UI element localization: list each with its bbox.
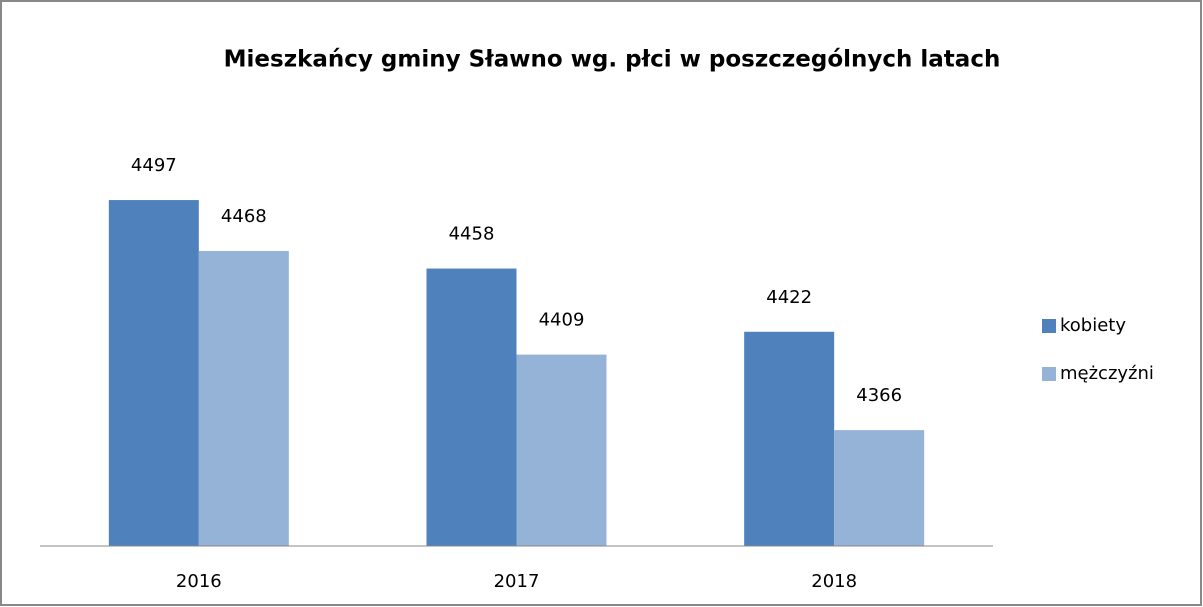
data-label: 4409	[539, 310, 585, 331]
x-tick-label: 2018	[811, 571, 857, 592]
legend-swatch	[1042, 319, 1056, 333]
x-tick-label: 2017	[494, 571, 540, 592]
bar	[426, 268, 517, 546]
bar	[198, 250, 289, 546]
data-label: 4422	[766, 287, 812, 308]
data-label: 4366	[856, 385, 902, 406]
chart-title: Mieszkańcy gminy Sławno wg. płci w poszc…	[224, 47, 1001, 73]
data-label: 4468	[221, 206, 267, 227]
legend-label: mężczyźni	[1060, 363, 1154, 384]
bar	[108, 200, 199, 546]
data-label: 4497	[131, 155, 177, 176]
x-tick-label: 2016	[176, 571, 222, 592]
data-label: 4458	[449, 224, 495, 245]
bar	[744, 331, 835, 546]
bar	[834, 430, 925, 546]
bar	[516, 354, 607, 546]
legend-swatch	[1042, 367, 1056, 381]
legend-label: kobiety	[1060, 315, 1126, 336]
